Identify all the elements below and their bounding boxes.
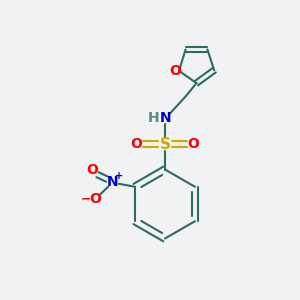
Text: −: − <box>80 192 91 205</box>
Text: O: O <box>188 137 200 151</box>
Text: +: + <box>115 171 123 181</box>
Text: O: O <box>130 137 142 151</box>
Text: N: N <box>160 111 171 124</box>
Text: H: H <box>148 111 159 124</box>
Text: N: N <box>107 175 118 189</box>
Text: O: O <box>90 192 101 206</box>
Text: O: O <box>169 64 181 78</box>
Text: S: S <box>160 136 170 152</box>
Text: O: O <box>87 163 98 177</box>
